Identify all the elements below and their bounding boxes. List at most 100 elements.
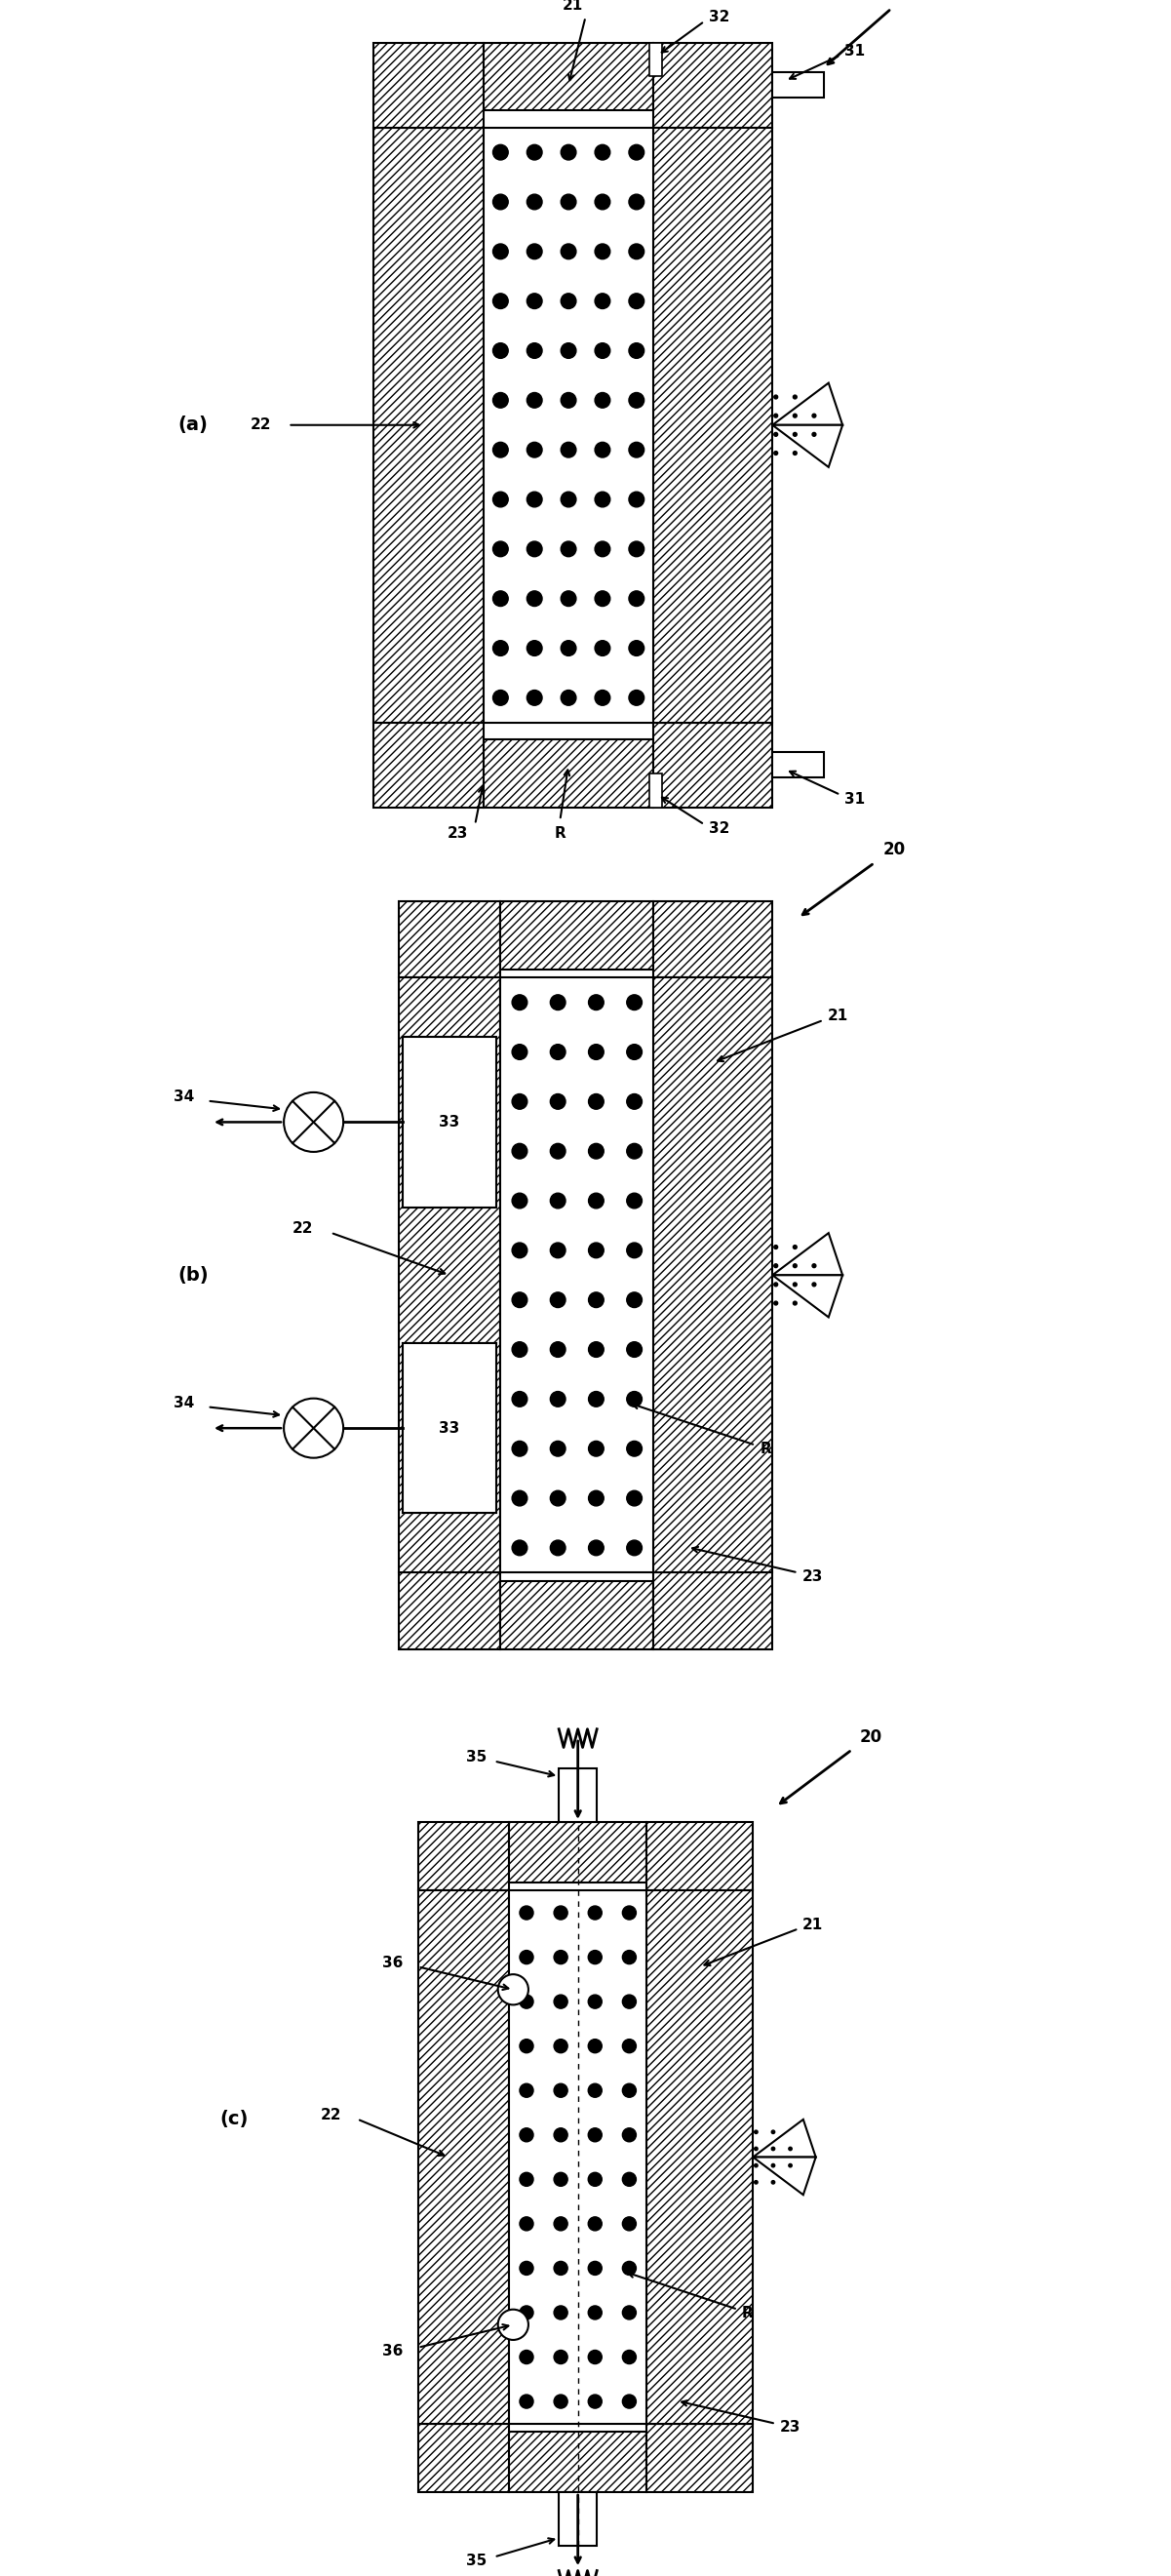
Circle shape [554, 2396, 568, 2409]
Circle shape [754, 2130, 758, 2133]
Bar [559, 2491, 597, 2545]
Circle shape [754, 2146, 758, 2151]
Circle shape [550, 1043, 566, 1059]
Text: 34: 34 [173, 1396, 194, 1409]
Circle shape [554, 1994, 568, 2009]
Circle shape [588, 2262, 602, 2275]
Bar [773, 752, 823, 778]
Circle shape [772, 2130, 775, 2133]
Circle shape [626, 1391, 642, 1406]
Circle shape [788, 2146, 792, 2151]
Circle shape [493, 690, 508, 706]
Circle shape [493, 294, 508, 309]
Circle shape [623, 2084, 636, 2097]
Circle shape [595, 245, 610, 260]
Circle shape [520, 1950, 533, 1963]
Text: 33: 33 [439, 1422, 460, 1435]
Polygon shape [773, 1275, 843, 1316]
Circle shape [561, 690, 576, 706]
Bar [484, 126, 653, 724]
Circle shape [629, 641, 644, 657]
Circle shape [589, 1342, 604, 1358]
Circle shape [793, 451, 796, 456]
Circle shape [561, 245, 576, 260]
Circle shape [554, 2349, 568, 2365]
Circle shape [793, 1244, 796, 1249]
Circle shape [550, 1492, 566, 1507]
Circle shape [626, 1342, 642, 1358]
Circle shape [561, 193, 576, 209]
Circle shape [554, 2306, 568, 2318]
Text: 32: 32 [708, 10, 730, 23]
Circle shape [772, 2179, 775, 2184]
Circle shape [589, 1095, 604, 1110]
Bar [646, 2424, 753, 2491]
Circle shape [550, 1193, 566, 1208]
Circle shape [527, 492, 542, 507]
Bar [500, 902, 653, 969]
Circle shape [623, 1950, 636, 1963]
Circle shape [629, 541, 644, 556]
Text: 23: 23 [447, 827, 468, 840]
Bar [500, 979, 653, 1571]
Text: R: R [554, 827, 566, 840]
Circle shape [588, 2172, 602, 2187]
Circle shape [774, 451, 778, 456]
Circle shape [550, 1095, 566, 1110]
Circle shape [588, 2084, 602, 2097]
Circle shape [629, 492, 644, 507]
Bar [403, 1038, 497, 1208]
Circle shape [527, 392, 542, 407]
Text: 20: 20 [883, 840, 905, 858]
Text: 32: 32 [708, 822, 730, 837]
Circle shape [520, 2040, 533, 2053]
Circle shape [493, 541, 508, 556]
Circle shape [793, 1283, 796, 1285]
Circle shape [623, 2128, 636, 2141]
Circle shape [561, 541, 576, 556]
Circle shape [626, 1242, 642, 1257]
Circle shape [589, 994, 604, 1010]
Circle shape [512, 1440, 527, 1455]
Circle shape [527, 690, 542, 706]
Circle shape [283, 1399, 343, 1458]
Circle shape [813, 433, 816, 435]
Circle shape [595, 641, 610, 657]
Bar [509, 2432, 646, 2491]
Circle shape [520, 2218, 533, 2231]
Circle shape [629, 690, 644, 706]
Circle shape [561, 443, 576, 459]
Circle shape [623, 2306, 636, 2318]
Circle shape [550, 1440, 566, 1455]
Circle shape [554, 1950, 568, 1963]
Circle shape [520, 2349, 533, 2365]
Circle shape [550, 994, 566, 1010]
Polygon shape [753, 2120, 816, 2156]
Polygon shape [773, 1234, 843, 1275]
Circle shape [754, 2164, 758, 2166]
Text: 35: 35 [466, 2553, 486, 2568]
Circle shape [588, 2040, 602, 2053]
Circle shape [493, 443, 508, 459]
Text: 22: 22 [251, 417, 272, 433]
Circle shape [554, 2128, 568, 2141]
Circle shape [561, 392, 576, 407]
Text: 35: 35 [466, 1749, 486, 1765]
Circle shape [512, 1492, 527, 1507]
Circle shape [554, 2262, 568, 2275]
Polygon shape [773, 425, 843, 466]
Circle shape [554, 1906, 568, 1919]
Circle shape [595, 294, 610, 309]
Circle shape [813, 1265, 816, 1267]
Circle shape [493, 641, 508, 657]
Circle shape [626, 1440, 642, 1455]
Circle shape [793, 1265, 796, 1267]
Text: 33: 33 [439, 1115, 460, 1128]
Text: 21: 21 [562, 0, 583, 13]
Circle shape [595, 690, 610, 706]
Text: (b): (b) [178, 1265, 208, 1285]
Bar [484, 739, 653, 809]
Circle shape [550, 1342, 566, 1358]
Circle shape [527, 245, 542, 260]
Circle shape [623, 2262, 636, 2275]
